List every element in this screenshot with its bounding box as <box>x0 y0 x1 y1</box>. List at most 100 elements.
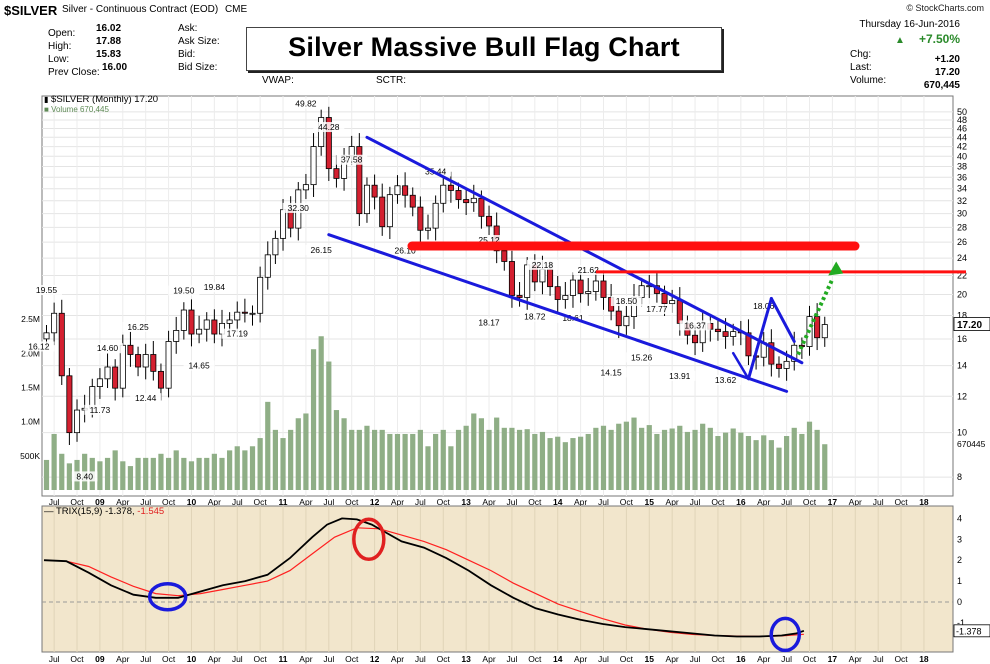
volume-bar <box>150 457 156 490</box>
candle <box>371 174 378 210</box>
candle-body <box>730 331 737 337</box>
candle-body <box>135 354 142 368</box>
candle <box>211 309 218 344</box>
candle-body <box>127 344 134 355</box>
candle-body <box>43 332 50 340</box>
candle-body <box>432 202 439 229</box>
x-tick-label: 14 <box>553 497 563 507</box>
stockcharts-logo[interactable]: © StockCharts.com <box>906 3 984 13</box>
price-callout-text: 15.26 <box>631 352 653 362</box>
trix-x-tick-label: Jul <box>781 654 792 664</box>
candle-body <box>302 184 309 191</box>
circle-trix-top-2011 <box>352 517 386 562</box>
price-callout-bg <box>290 98 322 109</box>
candle <box>257 266 264 323</box>
x-tick-label: Oct <box>620 497 634 507</box>
x-tick-label: 12 <box>370 497 380 507</box>
x-tick-label: Apr <box>574 497 587 507</box>
candle-body <box>379 196 386 228</box>
price-callout-text: 32.30 <box>288 203 310 213</box>
price-callout-bg <box>748 300 780 311</box>
candle <box>180 302 187 340</box>
candle-body <box>676 300 683 324</box>
candle-body <box>768 342 775 365</box>
volume-bar <box>120 461 126 490</box>
volume-bar <box>326 361 332 490</box>
field-open: Open: 16.02 <box>48 23 148 39</box>
price-callout-bg <box>473 235 505 246</box>
candle <box>486 205 493 236</box>
price-callout-bg <box>92 343 124 354</box>
volume-bar <box>730 428 736 490</box>
volume-bar <box>715 436 721 490</box>
candle <box>203 312 210 342</box>
x-tick-label: Apr <box>757 497 770 507</box>
field-label: High: <box>48 41 72 52</box>
forecast-arrow-head <box>828 261 844 276</box>
price-tick-label: 34 <box>957 184 967 194</box>
candle-body <box>363 184 370 215</box>
trix-x-tick-label: Apr <box>299 654 312 664</box>
trix-signal-legend-text: -1.545 <box>137 506 165 517</box>
x-tick-label: Oct <box>528 497 542 507</box>
volume-bar <box>593 427 599 490</box>
price-callout-text: 13.91 <box>669 371 691 381</box>
x-tick-label: Oct <box>254 497 268 507</box>
candle-body <box>424 227 431 231</box>
price-tick-label: 32 <box>957 196 967 206</box>
volume-bar <box>196 457 202 490</box>
candle-body <box>783 360 790 369</box>
candle-body <box>714 328 721 333</box>
candle-legend-icon: ▮ <box>44 95 49 104</box>
candle-body <box>104 366 111 380</box>
volume-bar <box>562 442 568 490</box>
price-legend: ▮ $SILVER (Monthly) 17.20 <box>44 94 158 105</box>
x-tick-label: 17 <box>828 497 838 507</box>
volume-bar <box>211 453 217 490</box>
candle-body <box>371 184 378 198</box>
flag-pole-down <box>769 297 796 343</box>
price-tick-label: 18 <box>957 310 967 320</box>
price-callout-bg <box>31 285 62 296</box>
candle-body <box>257 276 264 314</box>
volume-bar <box>722 432 729 490</box>
candle-body <box>211 319 218 335</box>
trix-x-tick-label: Jul <box>506 654 517 664</box>
volume-bar <box>684 431 691 490</box>
volume-bar <box>791 427 797 490</box>
price-callout-bg <box>71 471 98 482</box>
trix-x-tick-label: Oct <box>620 654 634 664</box>
x-tick-label: 16 <box>736 497 746 507</box>
trix-x-tick-label: Oct <box>254 654 268 664</box>
volume-tick-label: 500K <box>20 451 40 461</box>
candle-body <box>165 341 172 389</box>
candle <box>714 318 721 341</box>
candle-body <box>722 331 729 337</box>
price-callout-text: 19.84 <box>204 282 226 292</box>
field-value: 15.83 <box>96 49 122 60</box>
candle-body <box>501 250 508 262</box>
quote-stats: Chg: +1.20 Last: 17.20 Volume: 670,445 <box>850 49 960 91</box>
price-callout-bg <box>626 352 658 363</box>
price-callout-text: 8.40 <box>76 471 93 481</box>
price-callout-bg <box>183 360 215 371</box>
field-sctr: SCTR: <box>376 75 406 86</box>
x-tick-label: Apr <box>299 497 312 507</box>
candle-body <box>569 279 576 296</box>
candle <box>66 367 73 445</box>
candle <box>432 195 439 241</box>
change-percent-value: +7.50% <box>918 32 960 46</box>
volume-bar <box>112 450 118 490</box>
volume-bar <box>333 410 340 490</box>
x-tick-label: Apr <box>482 497 495 507</box>
volume-bar <box>97 461 103 490</box>
candle <box>600 270 607 310</box>
candle-body <box>51 312 58 334</box>
exchange-text: CME <box>224 4 248 15</box>
candle <box>249 305 256 326</box>
candle <box>363 177 370 223</box>
x-tick-label: Jul <box>49 497 60 507</box>
price-callout-bg <box>198 282 230 293</box>
price-callout: 18.50 <box>610 296 642 307</box>
price-callout-bg <box>336 154 368 165</box>
